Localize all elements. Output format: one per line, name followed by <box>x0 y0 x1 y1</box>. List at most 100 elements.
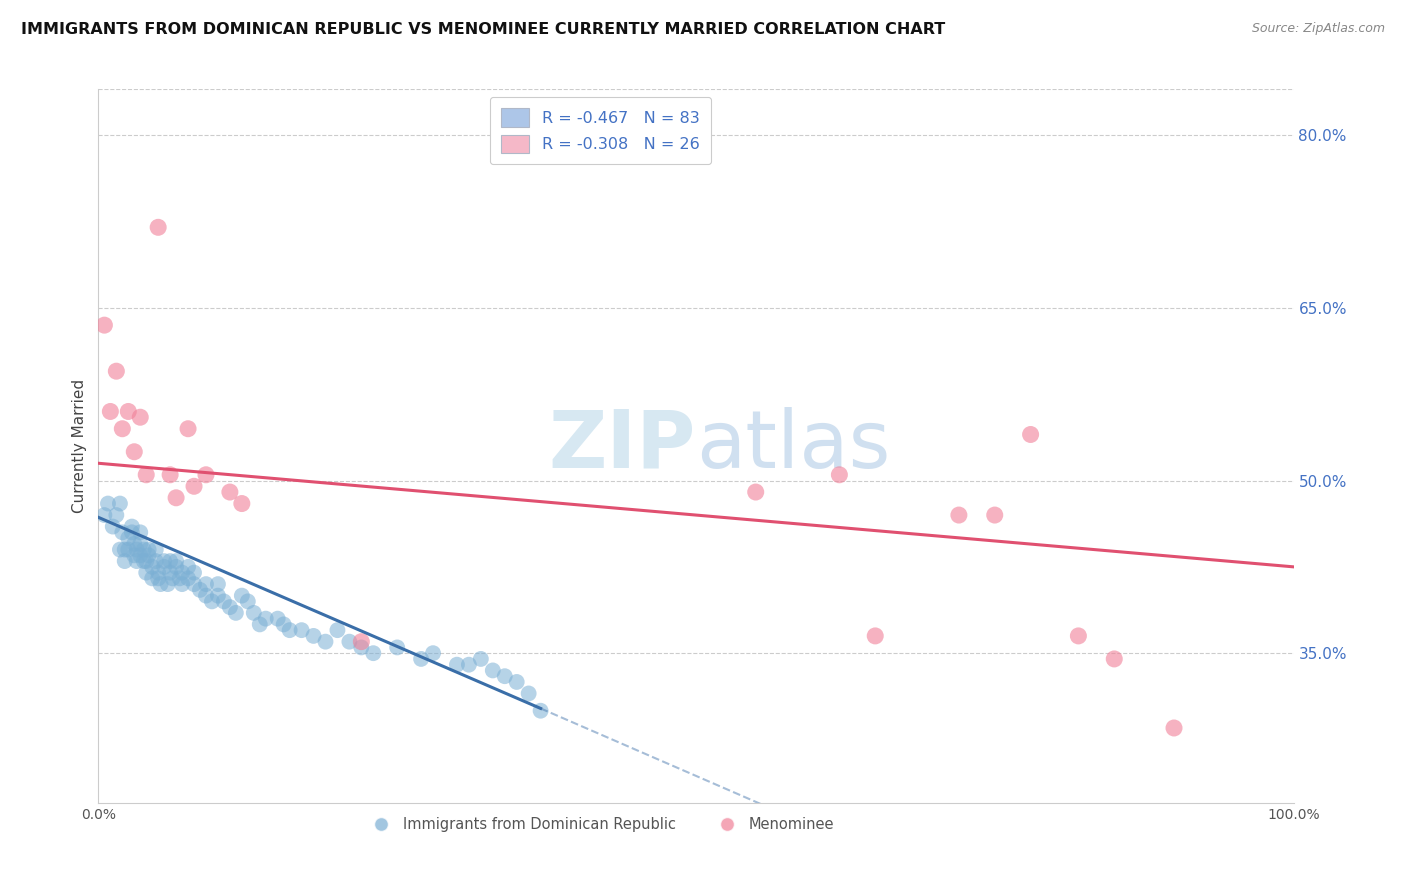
Point <box>132 554 155 568</box>
Point <box>219 600 242 615</box>
Point <box>984 508 1007 522</box>
Point <box>145 542 167 557</box>
Point <box>111 422 134 436</box>
Text: Source: ZipAtlas.com: Source: ZipAtlas.com <box>1251 22 1385 36</box>
Point <box>183 479 205 493</box>
Point <box>135 467 157 482</box>
Point <box>254 612 277 626</box>
Point <box>231 589 253 603</box>
Point <box>195 577 218 591</box>
Point <box>138 549 160 563</box>
Point <box>145 554 167 568</box>
Point <box>129 525 152 540</box>
Point <box>153 559 176 574</box>
Point <box>148 566 170 580</box>
Point <box>207 589 229 603</box>
Point <box>470 652 492 666</box>
Point <box>148 571 170 585</box>
Point <box>243 606 266 620</box>
Point <box>105 364 128 378</box>
Point <box>117 404 139 418</box>
Point <box>108 497 131 511</box>
Point <box>165 559 187 574</box>
Point <box>530 704 553 718</box>
Point <box>458 657 481 672</box>
Text: atlas: atlas <box>696 407 890 485</box>
Point <box>195 589 218 603</box>
Point <box>153 554 176 568</box>
Point <box>865 629 887 643</box>
Point <box>162 571 184 585</box>
Point <box>249 617 271 632</box>
Point <box>129 537 152 551</box>
Text: ZIP: ZIP <box>548 407 696 485</box>
Point <box>177 571 200 585</box>
Point <box>129 549 152 563</box>
Point <box>177 422 200 436</box>
Point <box>125 554 148 568</box>
Point <box>93 318 115 333</box>
Point <box>326 623 349 637</box>
Point <box>141 559 163 574</box>
Point <box>273 617 295 632</box>
Point <box>111 525 134 540</box>
Point <box>1019 427 1042 442</box>
Point <box>156 577 179 591</box>
Point <box>411 652 433 666</box>
Point <box>148 220 170 235</box>
Point <box>1163 721 1185 735</box>
Point <box>339 634 361 648</box>
Point <box>117 531 139 545</box>
Point <box>159 467 181 482</box>
Point <box>219 485 242 500</box>
Point <box>124 549 146 563</box>
Point <box>97 497 120 511</box>
Point <box>302 629 325 643</box>
Point <box>114 542 136 557</box>
Point <box>188 582 211 597</box>
Point <box>517 686 540 700</box>
Point <box>169 571 191 585</box>
Point <box>132 542 155 557</box>
Point <box>124 444 146 458</box>
Point <box>135 566 157 580</box>
Point <box>350 640 373 655</box>
Point <box>385 640 409 655</box>
Point <box>422 646 444 660</box>
Point <box>98 404 122 418</box>
Point <box>231 497 253 511</box>
Point <box>159 554 181 568</box>
Point <box>201 594 224 608</box>
Point <box>183 577 205 591</box>
Point <box>141 571 163 585</box>
Point <box>481 664 505 678</box>
Point <box>172 566 194 580</box>
Point <box>165 554 187 568</box>
Point <box>1067 629 1090 643</box>
Point <box>125 542 148 557</box>
Point <box>745 485 768 500</box>
Point <box>149 577 172 591</box>
Point <box>108 542 131 557</box>
Point <box>177 559 200 574</box>
Point <box>225 606 247 620</box>
Point <box>267 612 290 626</box>
Point <box>165 491 187 505</box>
Point <box>948 508 970 522</box>
Point <box>183 566 205 580</box>
Point <box>114 554 136 568</box>
Point <box>446 657 468 672</box>
Point <box>506 675 529 690</box>
Point <box>207 577 229 591</box>
Point <box>135 554 157 568</box>
Point <box>195 467 218 482</box>
Point <box>1104 652 1126 666</box>
Point <box>315 634 337 648</box>
Point <box>117 542 139 557</box>
Point <box>172 577 194 591</box>
Legend: Immigrants from Dominican Republic, Menominee: Immigrants from Dominican Republic, Meno… <box>360 812 841 838</box>
Point <box>278 623 301 637</box>
Point <box>121 525 143 540</box>
Point <box>291 623 314 637</box>
Point <box>101 519 124 533</box>
